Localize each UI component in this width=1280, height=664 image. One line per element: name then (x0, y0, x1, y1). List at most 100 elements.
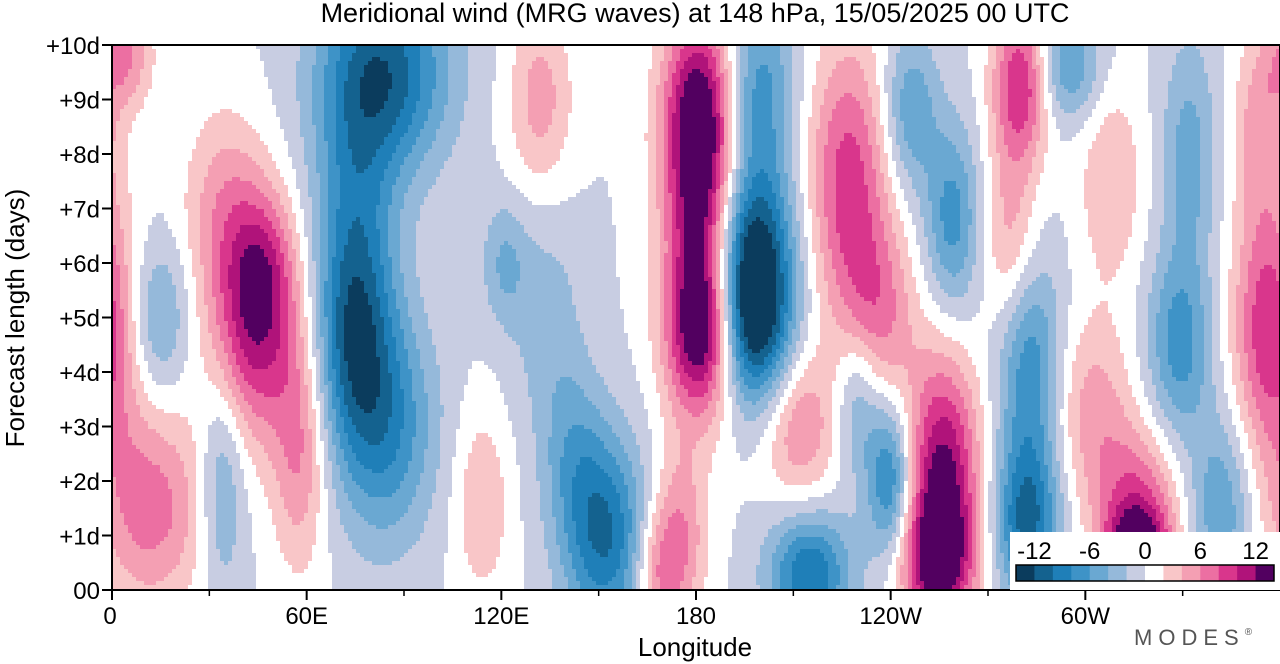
field-cell (352, 161, 372, 165)
field-cell (668, 161, 672, 165)
field-cell (336, 73, 348, 77)
field-cell (676, 337, 684, 341)
field-cell (824, 261, 832, 265)
field-cell (1008, 101, 1028, 105)
field-cell (1088, 317, 1112, 321)
field-cell (112, 101, 128, 105)
field-cell (1212, 121, 1224, 125)
field-cell (988, 133, 996, 137)
field-cell (340, 57, 352, 61)
field-cell (812, 217, 820, 221)
field-cell (928, 85, 944, 89)
field-cell (316, 261, 320, 265)
field-cell (724, 197, 728, 201)
field-cell (872, 237, 884, 241)
field-cell (680, 237, 684, 241)
field-cell (960, 117, 976, 121)
field-cell (552, 77, 568, 81)
field-cell (804, 313, 808, 317)
field-cell (976, 245, 984, 249)
field-cell (976, 197, 984, 201)
field-cell (400, 237, 416, 241)
field-cell (784, 165, 792, 169)
field-cell (664, 85, 672, 89)
field-cell (884, 229, 892, 233)
field-cell (720, 149, 724, 153)
field-cell (336, 141, 348, 145)
field-cell (664, 305, 672, 309)
field-cell (332, 313, 336, 317)
field-cell (704, 229, 708, 233)
field-cell (988, 137, 996, 141)
field-cell (660, 225, 664, 229)
field-cell (884, 225, 892, 229)
field-cell (1180, 117, 1200, 121)
field-cell (1140, 265, 1156, 269)
field-cell (660, 69, 668, 73)
field-cell (280, 265, 284, 269)
field-cell (348, 73, 364, 77)
field-cell (748, 169, 760, 173)
field-cell (376, 205, 388, 209)
field-cell (712, 217, 716, 221)
field-cell (808, 177, 816, 181)
field-cell (684, 61, 708, 65)
field-cell (140, 73, 152, 77)
field-cell (688, 57, 708, 61)
field-cell (648, 285, 660, 289)
field-cell (744, 149, 752, 153)
field-cell (724, 157, 728, 161)
field-cell (924, 221, 932, 225)
field-row (112, 133, 1280, 137)
field-cell (800, 253, 808, 257)
field-cell (436, 129, 460, 133)
field-cell (816, 81, 828, 85)
field-cell (780, 329, 784, 333)
field-cell (520, 153, 560, 157)
field-cell (928, 285, 940, 289)
field-cell (948, 93, 972, 97)
field-cell (444, 105, 464, 109)
field-cell (948, 269, 960, 273)
field-cell (672, 249, 680, 253)
field-cell (388, 97, 404, 101)
field-cell (748, 57, 780, 61)
field-cell (1032, 137, 1040, 141)
field-cell (296, 321, 300, 325)
field-cell (292, 293, 300, 297)
field-cell (728, 217, 732, 221)
field-cell (112, 169, 128, 173)
field-cell (744, 189, 748, 193)
field-cell (720, 105, 724, 109)
field-cell (752, 149, 776, 153)
field-cell (744, 257, 776, 261)
field-cell (320, 221, 328, 225)
field-cell (936, 241, 948, 245)
field-cell (408, 189, 428, 193)
field-cell (1236, 333, 1244, 337)
field-cell (880, 281, 892, 285)
field-cell (780, 177, 788, 181)
field-cell (380, 181, 396, 185)
field-cell (712, 205, 716, 209)
field-cell (788, 241, 796, 245)
field-cell (296, 181, 308, 185)
field-cell (576, 193, 608, 197)
field-cell (664, 309, 672, 313)
field-cell (824, 157, 836, 161)
field-cell (892, 85, 904, 89)
field-cell (648, 77, 660, 81)
field-cell (1164, 213, 1176, 217)
field-cell (912, 221, 924, 225)
field-cell (120, 213, 132, 217)
field-cell (684, 217, 704, 221)
field-cell (1052, 277, 1072, 281)
field-cell (1172, 73, 1208, 77)
field-cell (748, 209, 772, 213)
field-cell (792, 225, 800, 229)
field-cell (808, 169, 816, 173)
field-cell (796, 269, 804, 273)
field-row (112, 317, 1280, 321)
field-cell (568, 273, 616, 277)
field-cell (1000, 169, 1032, 173)
